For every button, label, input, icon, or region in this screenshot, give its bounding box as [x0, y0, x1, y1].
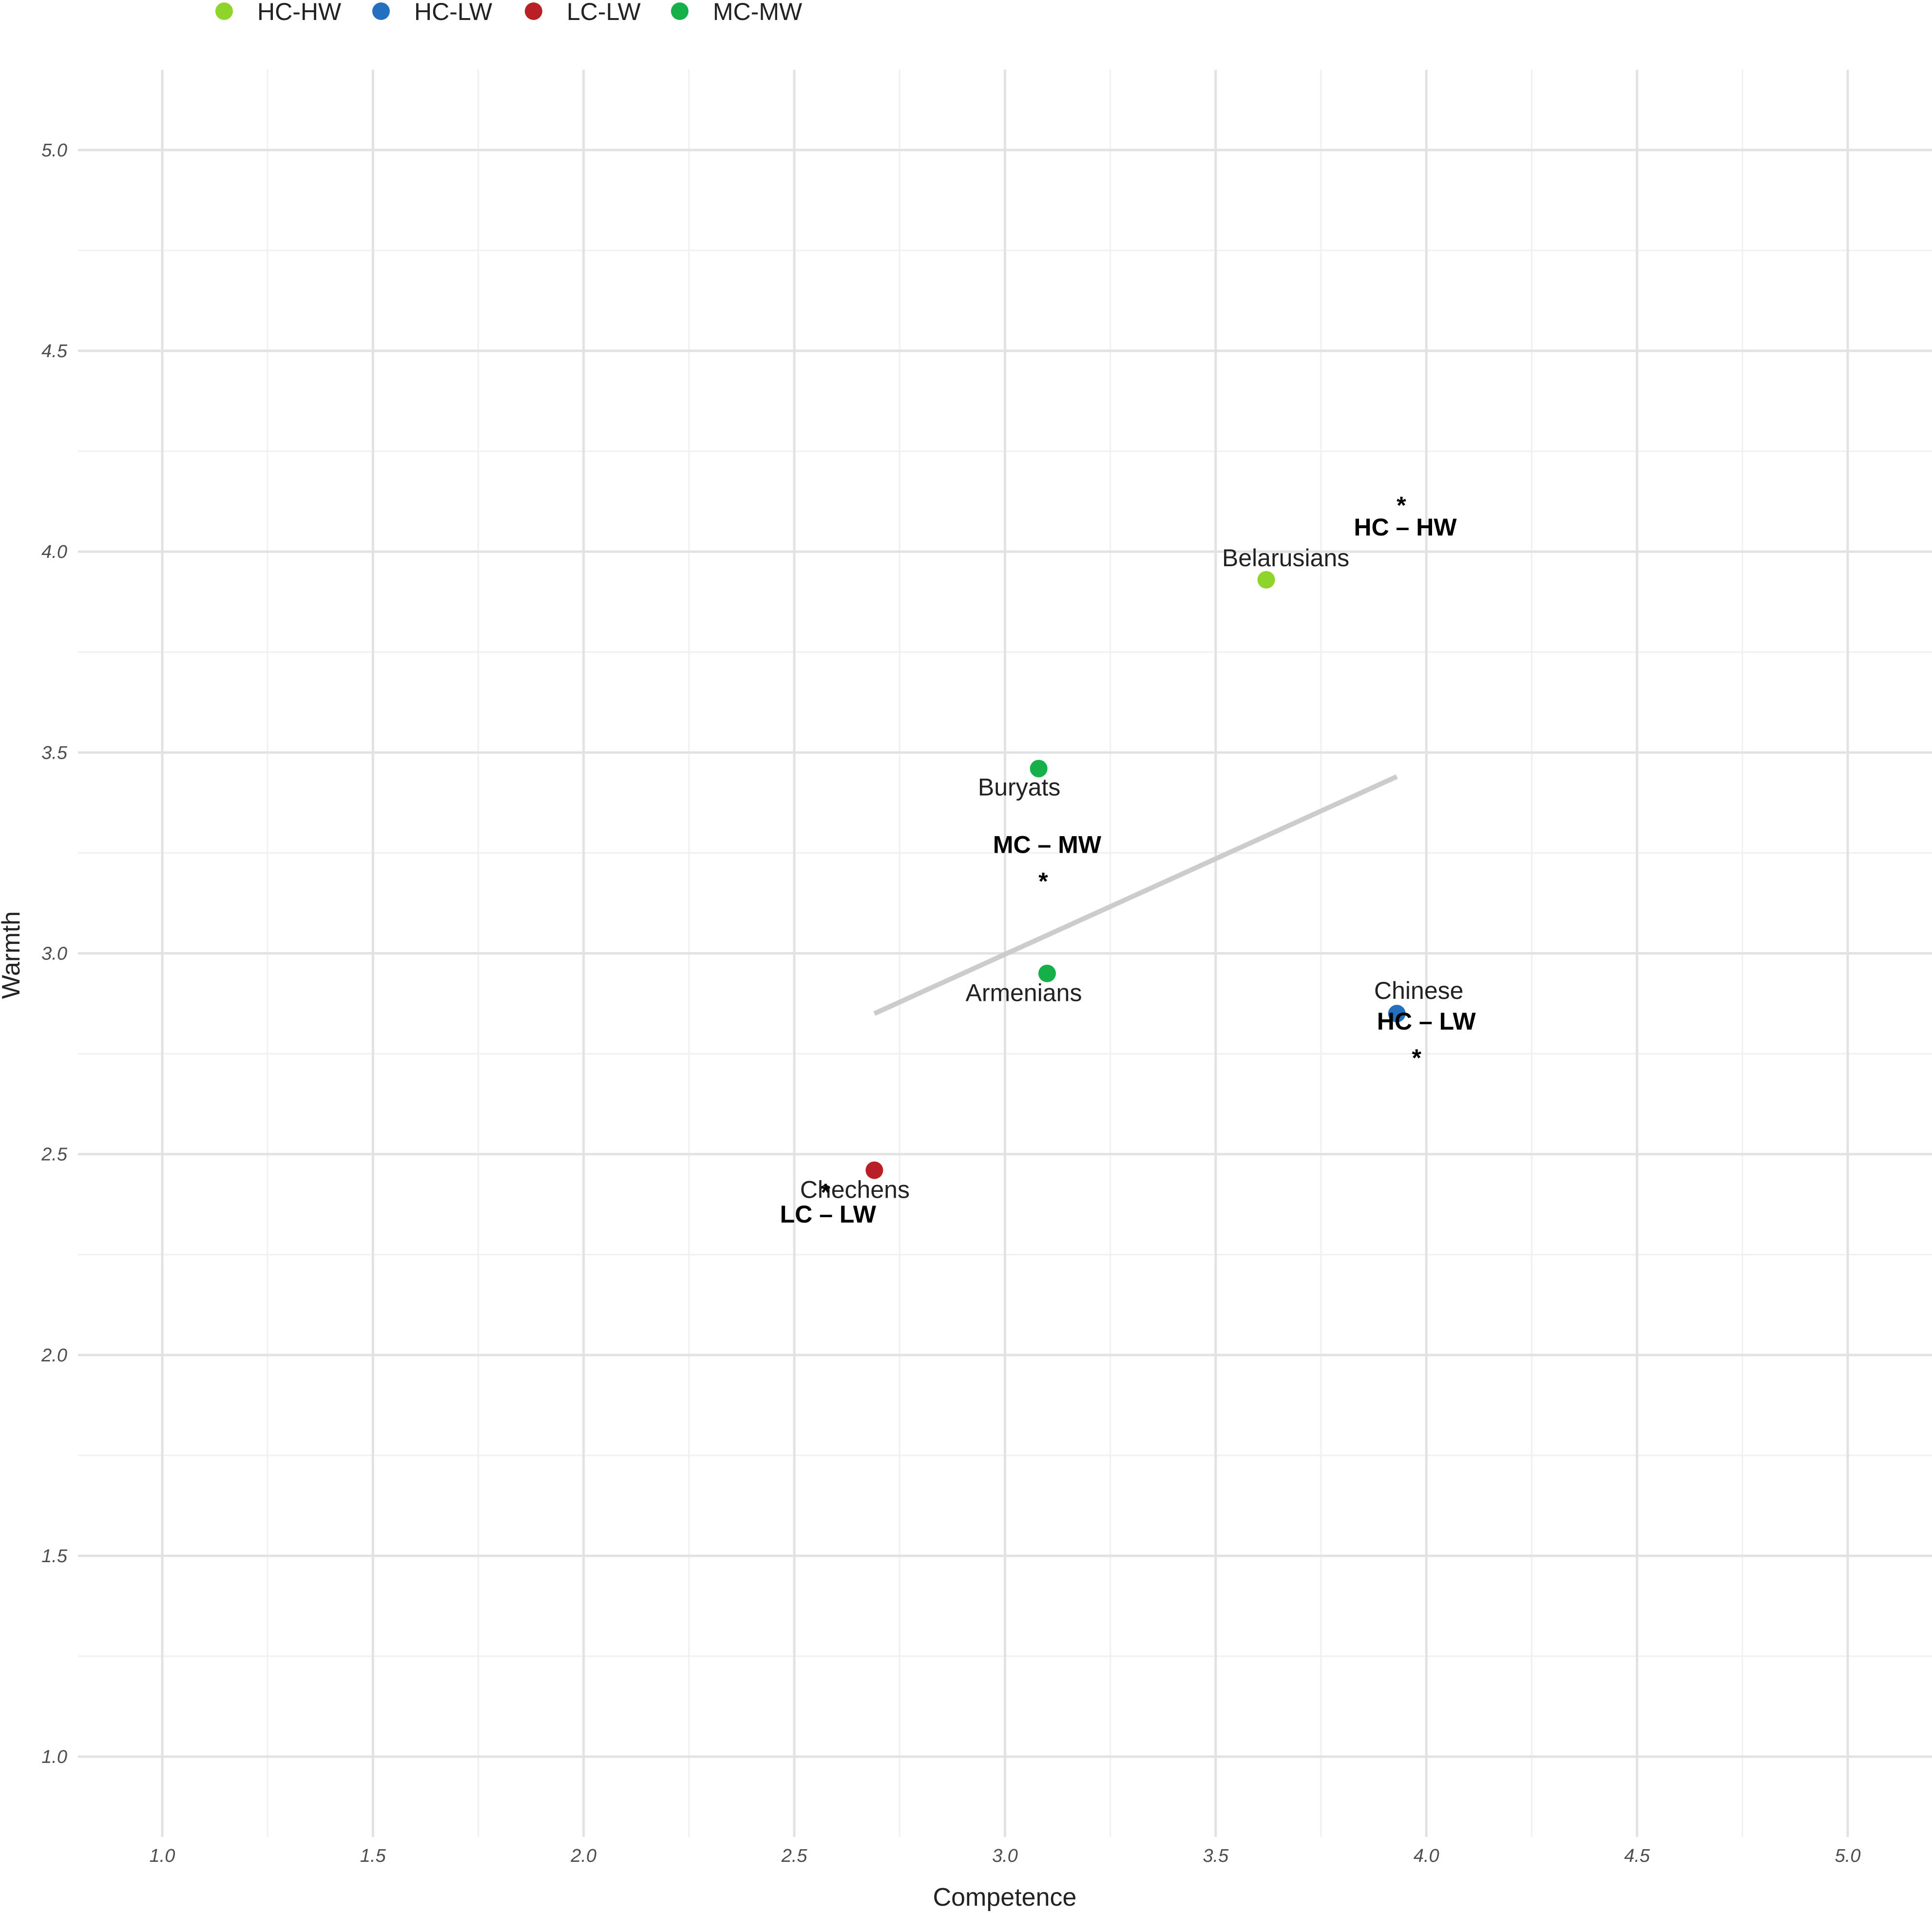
legend-label: MC-MW: [713, 0, 803, 25]
point-label: Chechens: [800, 1176, 910, 1204]
significance-star: *: [821, 1179, 831, 1206]
legend: HC-HW HC-LW LC-LW MC-MW: [215, 0, 803, 25]
cluster-label: LC – LW: [780, 1201, 877, 1228]
x-tick-label: 5.0: [1835, 1846, 1861, 1866]
y-tick-label: 4.0: [41, 542, 67, 562]
x-tick-label: 2.5: [781, 1846, 808, 1866]
x-axis-ticks: 1.0 1.5 2.0 2.5 3.0 3.5 4.0 4.5 5.0: [150, 1846, 1861, 1866]
point-label: Chinese: [1374, 977, 1463, 1004]
y-tick-label: 1.5: [41, 1546, 68, 1567]
legend-marker: [372, 2, 390, 20]
cluster-label: HC – HW: [1354, 514, 1457, 541]
point-label: Belarusians: [1222, 544, 1349, 572]
y-tick-label: 3.5: [41, 743, 68, 763]
x-tick-label: 1.5: [360, 1846, 386, 1866]
x-tick-label: 3.0: [992, 1846, 1018, 1866]
y-tick-label: 4.5: [41, 341, 68, 362]
x-tick-label: 4.5: [1624, 1846, 1650, 1866]
y-axis-title: Warmth: [0, 911, 25, 999]
point-label: Armenians: [965, 979, 1082, 1007]
significance-star: *: [1412, 1044, 1422, 1071]
cluster-labels-layer: HC – HW*MC – MW*HC – LW*LC – LW*: [780, 492, 1476, 1228]
point-labels-layer: Belarusians Buryats Armenians Chinese Cheche…: [800, 544, 1464, 1204]
trend-line: [873, 774, 1398, 1016]
x-tick-label: 1.0: [150, 1846, 175, 1866]
data-point: [1030, 760, 1048, 778]
data-point: [865, 1161, 883, 1179]
trend-line-layer: [873, 774, 1398, 1016]
x-tick-label: 2.0: [570, 1846, 596, 1866]
x-tick-label: 4.0: [1414, 1846, 1439, 1866]
point-label: Buryats: [978, 773, 1061, 801]
cluster-label: HC – LW: [1377, 1008, 1476, 1035]
y-axis-ticks: 1.0 1.5 2.0 2.5 3.0 3.5 4.0 4.5 5.0: [41, 140, 68, 1767]
x-tick-label: 3.5: [1203, 1846, 1229, 1866]
significance-star: *: [1396, 492, 1406, 519]
y-tick-label: 1.0: [41, 1747, 67, 1767]
significance-star: *: [1038, 867, 1048, 895]
points-layer: [865, 571, 1406, 1179]
y-tick-label: 2.0: [41, 1345, 67, 1366]
y-tick-label: 2.5: [41, 1145, 68, 1165]
legend-label: HC-LW: [414, 0, 493, 25]
legend-label: HC-HW: [257, 0, 342, 25]
legend-marker: [215, 2, 233, 20]
legend-label: LC-LW: [567, 0, 641, 25]
y-tick-label: 3.0: [41, 944, 67, 964]
cluster-label: MC – MW: [993, 831, 1102, 858]
y-tick-label: 5.0: [41, 140, 67, 161]
x-axis-title: Competence: [933, 1883, 1077, 1912]
legend-marker: [525, 2, 542, 20]
data-point: [1038, 964, 1056, 982]
data-point: [1388, 1005, 1406, 1023]
data-point: [1257, 571, 1275, 589]
legend-marker: [671, 2, 689, 20]
